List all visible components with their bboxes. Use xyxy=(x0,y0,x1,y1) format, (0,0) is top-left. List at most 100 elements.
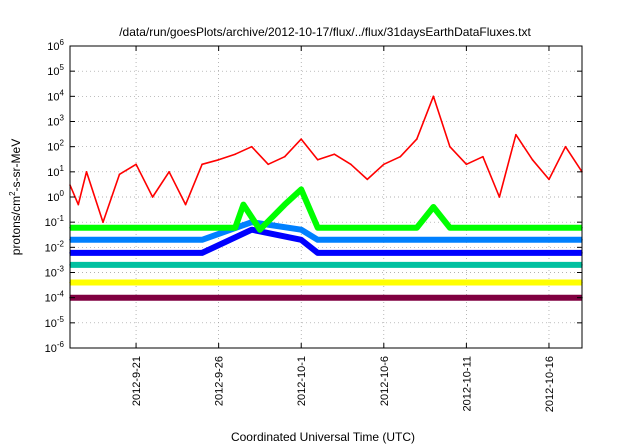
series-point xyxy=(515,133,517,136)
y-tick-label: 10-2 xyxy=(45,239,65,254)
grid xyxy=(70,46,582,348)
y-tick-label: 100 xyxy=(47,189,64,204)
series-point xyxy=(465,281,468,284)
y-tick-label: 101 xyxy=(47,164,64,179)
series-point xyxy=(564,145,567,148)
series-point xyxy=(118,173,121,176)
y-tick-base: 10 xyxy=(45,242,57,254)
series-point xyxy=(316,226,319,229)
y-tick-exponent: -4 xyxy=(57,290,65,299)
y-tick-label: 10-3 xyxy=(45,265,65,280)
y-tick-label: 10-1 xyxy=(45,214,65,229)
y-tick-base: 10 xyxy=(47,192,59,204)
series-point xyxy=(85,171,88,173)
series-point xyxy=(399,155,402,158)
y-tick-base: 10 xyxy=(47,91,59,103)
y-tick-exponent: 4 xyxy=(60,88,65,97)
series-point xyxy=(267,163,270,166)
y-tick-label: 103 xyxy=(47,114,64,129)
x-tick-label: 2012-10-16 xyxy=(544,356,556,412)
chart-title: /data/run/goesPlots/archive/2012-10-17/f… xyxy=(119,25,531,39)
series-point xyxy=(449,145,451,148)
series-point xyxy=(201,281,203,284)
y-tick-exponent: -6 xyxy=(57,340,65,349)
series-line xyxy=(69,95,583,223)
series-point xyxy=(482,155,484,158)
series-point xyxy=(217,159,220,161)
x-axis-label: Coordinated Universal Time (UTC) xyxy=(231,430,415,444)
series-point xyxy=(168,171,170,173)
series-point xyxy=(242,203,245,206)
x-axis-ticks: 2012-9-21 2012-9-26 2012-10-1 2012-10-6 2012… xyxy=(131,46,556,412)
y-tick-exponent: -2 xyxy=(57,239,65,248)
series-point xyxy=(416,226,418,229)
series-point xyxy=(416,138,418,140)
series-line xyxy=(70,186,582,233)
series-point xyxy=(548,178,550,181)
series-point xyxy=(201,239,203,241)
series-point xyxy=(184,203,187,206)
series-point xyxy=(316,252,319,254)
y-axis-ticks: 10-610-510-410-310-210-11001011021031041… xyxy=(45,38,582,355)
y-axis-label-pre: protons/cm xyxy=(9,196,23,255)
series-point xyxy=(234,153,236,155)
y-tick-label: 106 xyxy=(47,38,64,53)
series-point xyxy=(201,296,203,299)
series-point xyxy=(366,178,369,181)
series-point xyxy=(300,228,303,231)
series-point xyxy=(283,203,286,206)
series-point xyxy=(498,196,501,198)
y-tick-label: 10-5 xyxy=(45,315,65,330)
series-point xyxy=(432,206,435,208)
series-point xyxy=(465,239,468,241)
series-point xyxy=(383,163,385,166)
y-tick-exponent: 5 xyxy=(60,63,65,72)
y-tick-base: 10 xyxy=(47,142,59,154)
series-point xyxy=(449,226,451,229)
series-point xyxy=(465,163,468,166)
series-point xyxy=(333,264,336,266)
series-point xyxy=(531,159,534,161)
y-tick-label: 102 xyxy=(47,139,64,154)
series-point xyxy=(350,163,352,166)
x-tick-label: 2012-9-21 xyxy=(131,356,143,406)
x-tick-label: 2012-9-26 xyxy=(214,356,226,406)
y-tick-base: 10 xyxy=(45,318,57,330)
y-tick-base: 10 xyxy=(47,117,59,129)
x-tick-label: 2012-10-1 xyxy=(296,356,308,406)
series-point xyxy=(201,252,203,254)
y-axis-label: protons/cm2-s-sr-MeV xyxy=(8,139,23,255)
y-tick-exponent: -1 xyxy=(57,214,65,223)
y-tick-exponent: 3 xyxy=(60,114,65,123)
series-point xyxy=(300,188,303,191)
series-point xyxy=(283,155,286,158)
x-tick-label: 2012-10-6 xyxy=(379,356,391,406)
series-point xyxy=(333,296,336,299)
series-point xyxy=(316,159,319,161)
series-point xyxy=(151,196,154,198)
y-tick-exponent: -5 xyxy=(57,315,65,324)
y-tick-label: 10-6 xyxy=(45,340,65,355)
series-point xyxy=(250,228,253,231)
series-point xyxy=(201,264,203,266)
series-point xyxy=(234,226,236,229)
series-point xyxy=(135,163,137,166)
y-tick-exponent: 6 xyxy=(60,38,65,47)
series-point xyxy=(259,228,261,231)
y-tick-label: 10-4 xyxy=(45,290,65,305)
y-tick-exponent: 2 xyxy=(60,139,65,148)
y-tick-base: 10 xyxy=(47,167,59,179)
y-axis-label-sup: 2 xyxy=(8,191,17,196)
y-tick-exponent: 1 xyxy=(60,164,65,173)
x-tick-label: 2012-10-11 xyxy=(461,356,473,411)
y-tick-base: 10 xyxy=(45,268,57,280)
series-point xyxy=(465,252,468,254)
series-point xyxy=(316,239,319,241)
y-tick-label: 104 xyxy=(47,88,64,103)
y-tick-base: 10 xyxy=(47,41,59,53)
series-layer xyxy=(69,95,583,301)
series-point xyxy=(300,138,303,140)
series-point xyxy=(333,153,336,155)
series-point xyxy=(333,281,336,284)
